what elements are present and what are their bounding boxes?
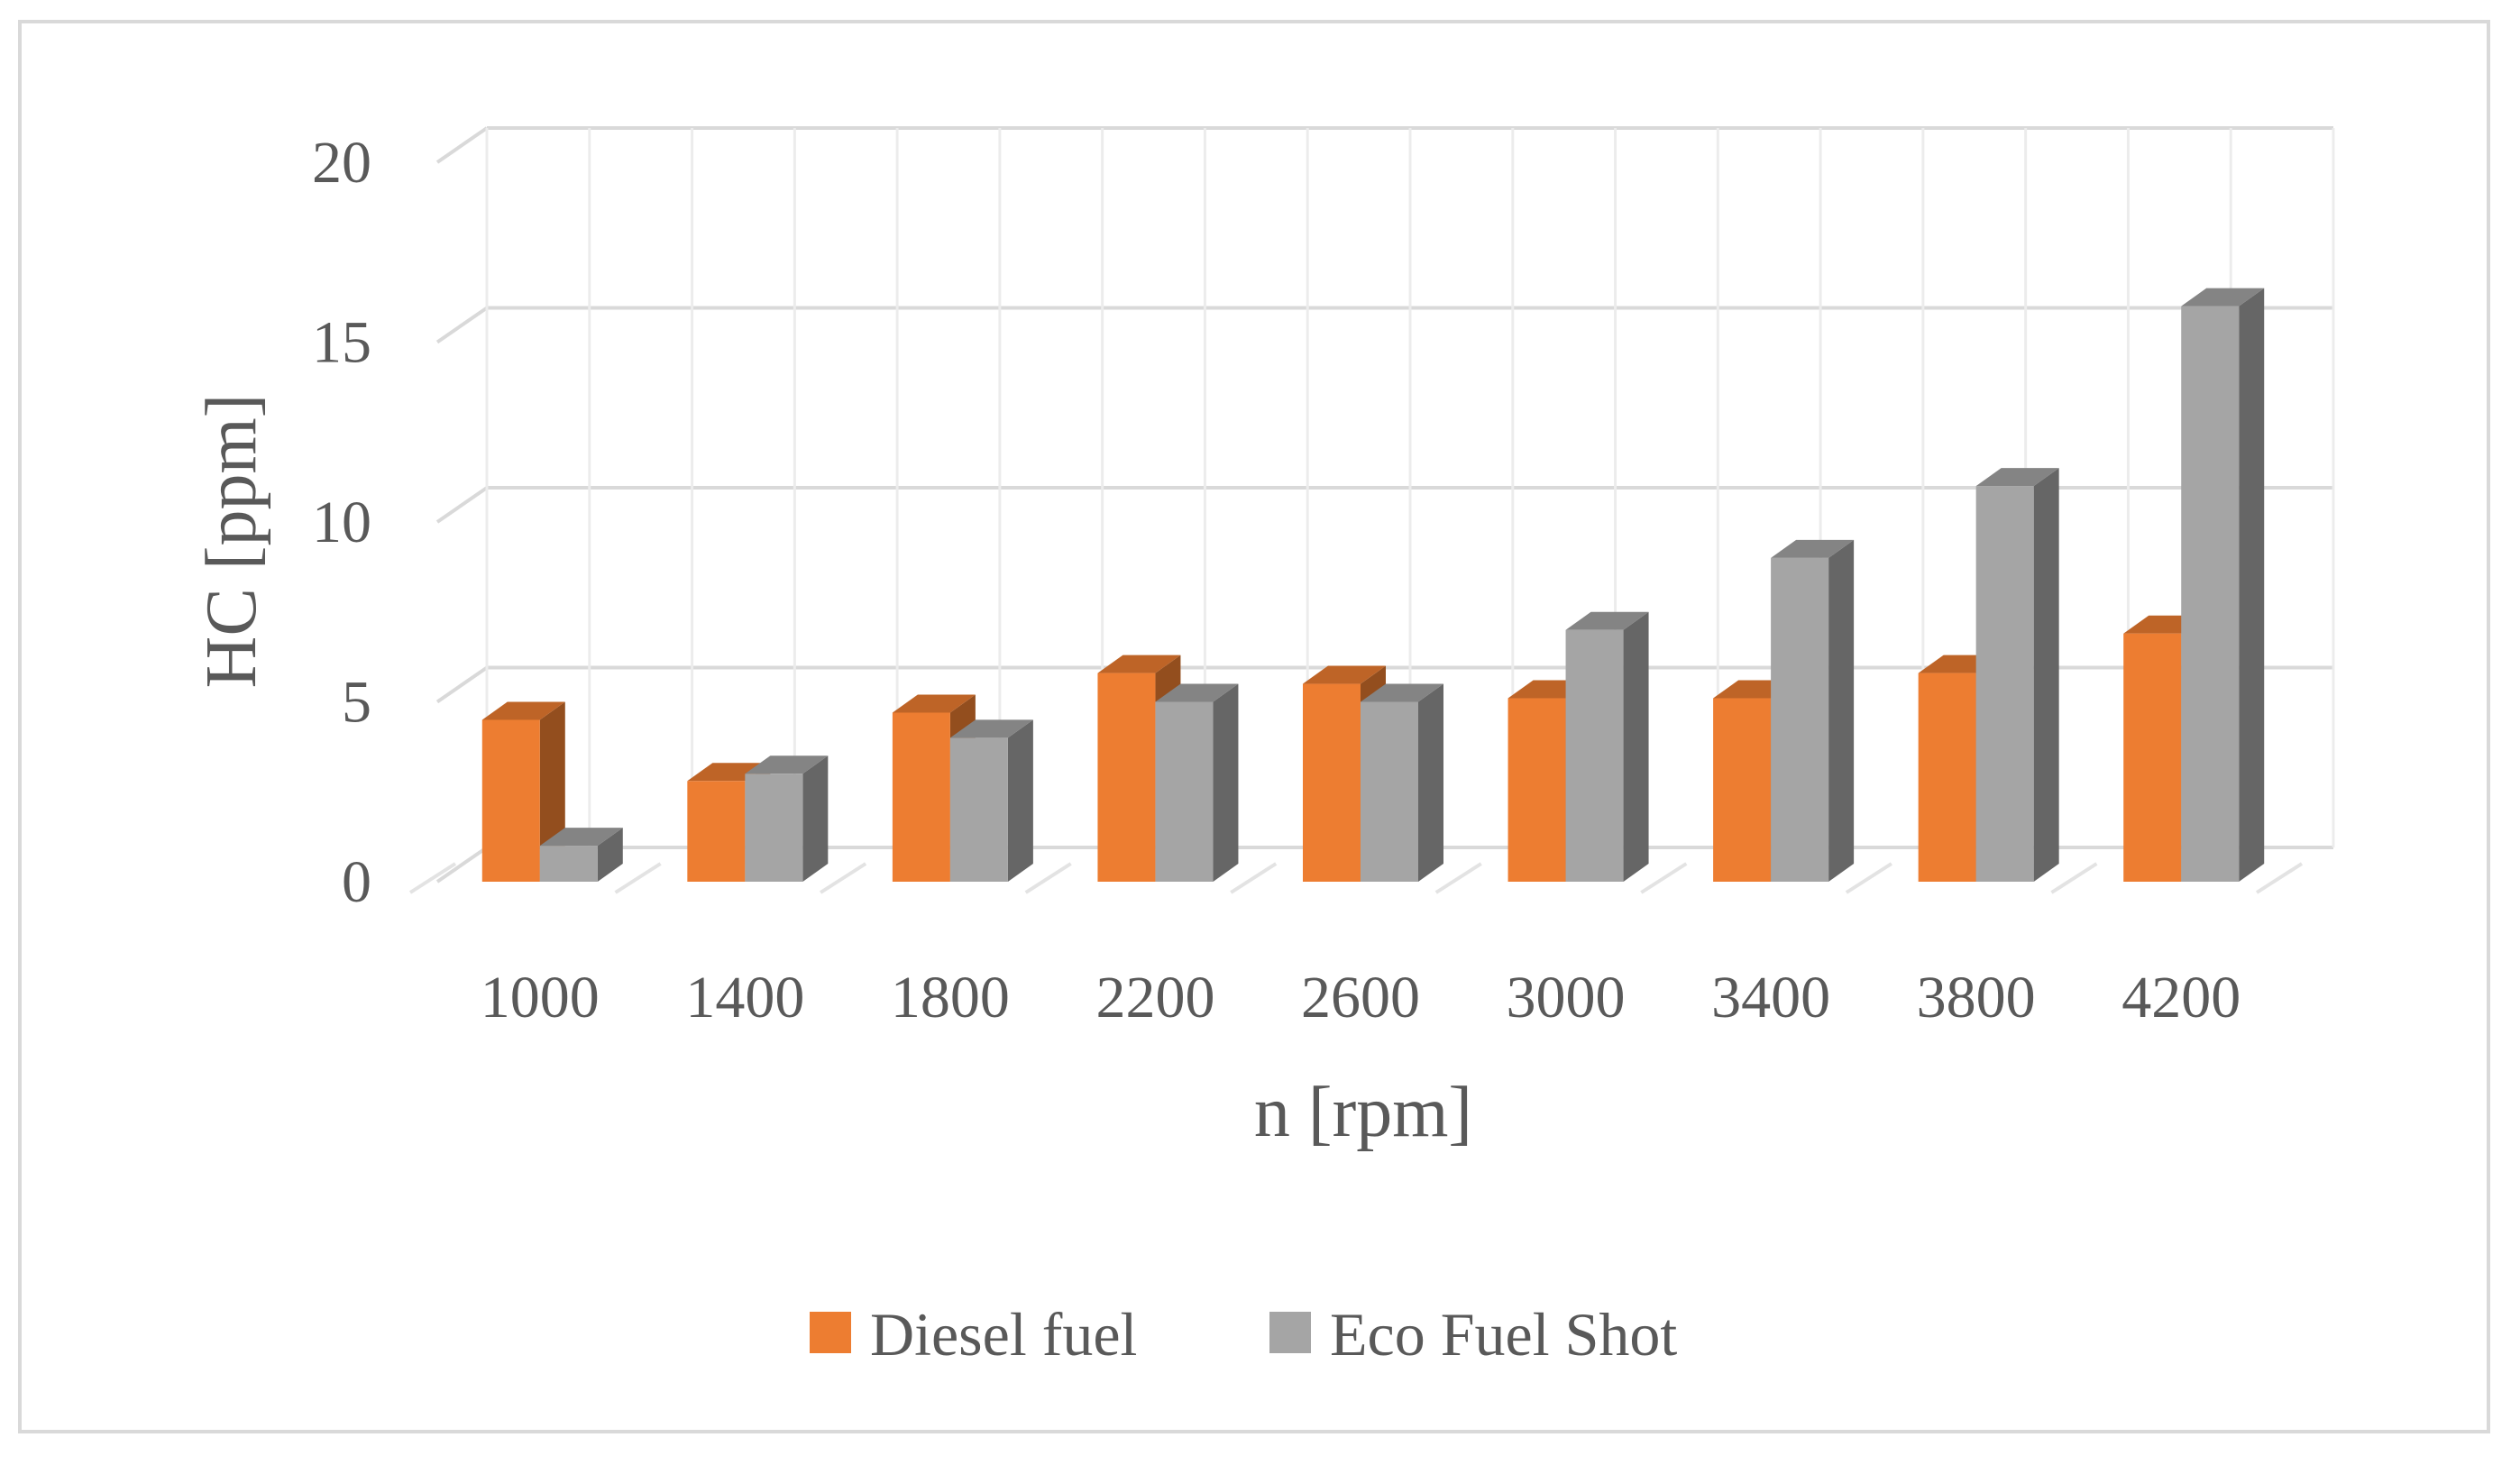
y-tick-label: 5 [342,670,371,736]
x-tick-label: 2600 [1301,965,1420,1030]
x-tick-label: 3800 [1917,965,2036,1030]
gridline-diag [435,846,489,884]
x-tick-label: 2200 [1095,965,1214,1030]
x-tick-label: 3400 [1711,965,1830,1030]
x-tick-label: 1400 [685,965,804,1030]
bar-front [1918,673,1976,882]
floor-tick [2255,862,2304,894]
bar-front [1771,557,1829,882]
bar-front [1565,629,1624,882]
bar-front [687,781,746,882]
bar-eco-fuel-shot-1000 [539,828,623,882]
bar-front [1155,701,1214,882]
floor-tick [1434,862,1482,894]
gridline-diag [435,126,489,164]
bar-eco-fuel-shot-1800 [949,719,1033,882]
x-axis-ticks: 1000 1400 1800 2200 2600 3000 3400 3800 4200 [481,965,2241,1030]
x-tick-label: 3000 [1507,965,1626,1030]
bar-front [1303,683,1361,882]
bar-eco-fuel-shot-3000 [1565,611,1649,882]
bar-top [481,701,565,720]
legend-label-diesel-fuel: Diesel fuel [870,1300,1137,1369]
floor-tick [820,862,867,894]
bar-eco-fuel-shot-1400 [745,755,829,882]
x-axis-title: n [rpm] [1254,1073,1472,1152]
bar-front [539,846,598,882]
floor-tick [1024,862,1072,894]
bar-top [1565,611,1649,630]
bar-eco-fuel-shot-3800 [1975,468,2059,882]
bar-top [1771,539,1855,558]
bars [481,288,2265,883]
bar-top [2181,288,2265,307]
floor-tick [1845,862,1892,894]
bar-front [481,719,540,882]
bar-top [892,694,976,713]
legend-swatch-diesel-fuel [810,1312,851,1353]
y-tick-label: 10 [312,490,371,555]
chart-frame [18,20,2490,1433]
y-tick-label: 0 [342,849,371,915]
gridline-diag [435,306,489,344]
bar-eco-fuel-shot-2600 [1361,683,1443,882]
bar-front [1507,698,1566,882]
bar-front [2181,306,2240,883]
bar-front [2123,633,2182,882]
floor-tick [1230,862,1278,894]
bar-front [892,712,950,882]
bar-front [949,737,1008,882]
bar-eco-fuel-shot-3400 [1771,539,1855,882]
y-axis-ticks: 0 5 10 15 20 [312,130,371,915]
legend-label-eco-fuel-shot: Eco Fuel Shot [1330,1300,1677,1369]
y-tick-label: 20 [312,130,371,196]
bar-top [1361,683,1443,702]
bar-front [1713,698,1772,882]
bar-top [539,828,623,847]
bar-side [1623,611,1649,882]
bar-side [2239,288,2265,883]
floor-tick [1640,862,1688,894]
bar-top [1097,655,1181,673]
bar-front [1097,673,1156,882]
legend: Diesel fuel Eco Fuel Shot [810,1300,1677,1369]
bar-top [1975,468,2059,487]
floor-tick [2050,862,2098,894]
x-tick-label: 1000 [481,965,600,1030]
bar-side [2033,468,2059,882]
bar-eco-fuel-shot-2200 [1155,683,1239,882]
gridline-diag [435,486,489,524]
bar-side [802,755,829,882]
floor-tick [614,862,662,894]
bar-top [949,719,1033,738]
bar-front [1361,701,1418,882]
floor-tick [408,862,457,894]
bar-top [745,755,829,774]
x-tick-label: 4200 [2121,965,2241,1030]
y-tick-label: 15 [312,310,371,376]
bar-side [1418,683,1443,882]
bar-top [1155,683,1239,702]
bar-side [1213,683,1239,882]
bar-side [1828,539,1855,882]
bar-front [1975,486,2034,882]
bar-top [1303,665,1386,684]
y-axis-title: HC [ppm] [192,394,271,689]
bar-side [1007,719,1033,882]
legend-swatch-eco-fuel-shot [1269,1312,1311,1353]
gridline-diag [435,665,489,704]
bar-side [597,828,623,882]
bar-eco-fuel-shot-4200 [2181,288,2265,883]
bar-front [745,774,803,882]
x-tick-label: 1800 [891,965,1010,1030]
